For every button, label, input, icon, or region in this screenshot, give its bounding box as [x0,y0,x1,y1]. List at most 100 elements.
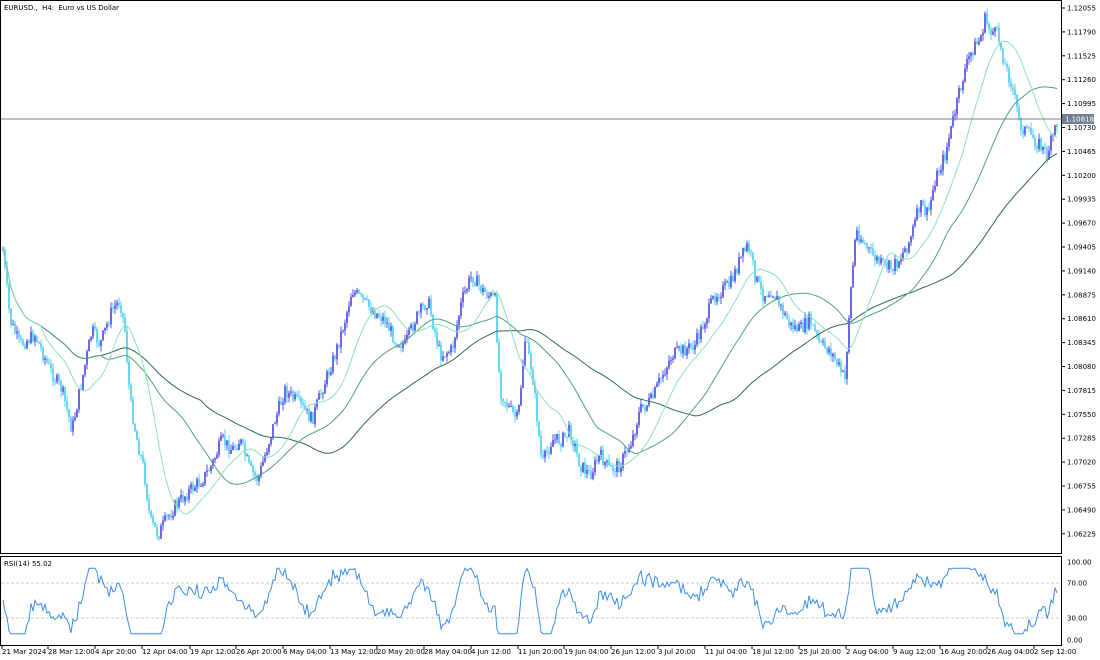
candle-body [576,444,578,454]
candle-body [784,312,786,315]
candle-body [242,439,244,443]
candle-body [882,258,884,261]
candle-body [418,311,420,313]
candle-body [500,371,502,399]
candle-body [282,402,284,405]
candle-body [438,344,440,346]
candle-body [398,346,400,348]
candle-body [780,304,782,306]
candle-body [700,326,702,340]
candle-body [354,292,356,296]
price-axis[interactable]: 1.12055 1.11790 1.11525 1.11260 1.10995 1.107… [1061,5,1096,539]
candle-body [808,314,810,329]
main-chart-frame[interactable] [0,0,1062,554]
candle-body [430,298,432,315]
symbol-label: EURUSD., [4,4,38,12]
candle-body [620,467,622,473]
candle-body [180,494,182,499]
candle-body [712,296,714,299]
time-tick-label: 11 Jun 20:00 [518,648,562,656]
candle-body [624,451,626,454]
candle-body [240,439,242,444]
candle-body [466,289,468,292]
candle-body [344,322,346,331]
candle-body [190,483,192,489]
candle-body [460,302,462,316]
price-tick-label: 1.12055 [1067,5,1096,13]
candle-body [200,485,202,487]
price-tick-label: 1.06490 [1067,506,1096,514]
candle-body [228,440,230,454]
candle-body [770,295,772,298]
time-axis[interactable]: 21 Mar 2024 28 Mar 12:00 4 Apr 20:00 12 Apr… [1,646,1076,656]
candle-body [888,260,890,270]
candle-body [906,248,908,253]
candle-body [338,344,340,348]
time-tick-label: 2 Aug 04:00 [846,648,889,656]
candle-body [1034,138,1036,146]
candle-body [922,200,924,206]
price-tick-label: 1.09140 [1067,267,1096,275]
candle-body [944,154,946,161]
candle-body [644,407,646,411]
candle-body [878,256,880,264]
candle-body [16,331,18,334]
rsi-title: RSI(14) 55.02 [4,560,52,568]
candle-body [756,276,758,282]
candle-body [480,285,482,293]
candle-body [986,13,988,24]
candle-body [210,466,212,472]
candle-body [838,362,840,365]
rsi-axis[interactable]: 100.00 70.00 30.00 0.00 [1067,559,1092,645]
candle-body [378,313,380,318]
candle-body [178,498,180,508]
candle-body [818,334,820,342]
candle-body [216,454,218,459]
candle-body [964,68,966,82]
candle-body [606,460,608,462]
candle-body [990,29,992,35]
candle-body [948,138,950,147]
candle-body [250,462,252,466]
candle-body [206,470,208,472]
candle-body [110,307,112,325]
candle-body [172,515,174,518]
candle-body [916,208,918,220]
candle-body [714,296,716,302]
candle-body [474,282,476,287]
price-tick-label: 1.07550 [1067,411,1096,419]
candle-body [992,31,994,35]
candle-body [854,239,856,266]
candle-body [556,434,558,440]
candle-body [806,318,808,329]
rsi-tick-label: 0.00 [1067,637,1083,645]
candle-body [324,384,326,394]
price-tick-label: 1.09935 [1067,196,1096,204]
candle-body [724,282,726,286]
candle-body [738,257,740,274]
candle-body [230,450,232,454]
candle-body [408,328,410,335]
candle-body [274,423,276,425]
candle-body [280,401,282,405]
candle-body [1018,107,1020,119]
rsi-panel-frame[interactable] [0,556,1062,646]
candle-body [680,346,682,354]
candle-body [328,371,330,375]
candle-body [454,337,456,348]
candle-body [622,453,624,468]
candle-body [552,440,554,447]
candle-body [1012,87,1014,90]
time-tick-label: 18 Jul 12:00 [752,648,794,656]
candle-body [762,289,764,302]
candle-body [1020,118,1022,130]
candle-body [1042,146,1044,151]
candle-body [626,451,628,453]
candle-body [350,296,352,307]
candle-body [646,405,648,411]
candle-body [820,341,822,343]
candle-body [642,404,644,408]
candle-body [174,500,176,516]
candle-body [422,303,424,306]
